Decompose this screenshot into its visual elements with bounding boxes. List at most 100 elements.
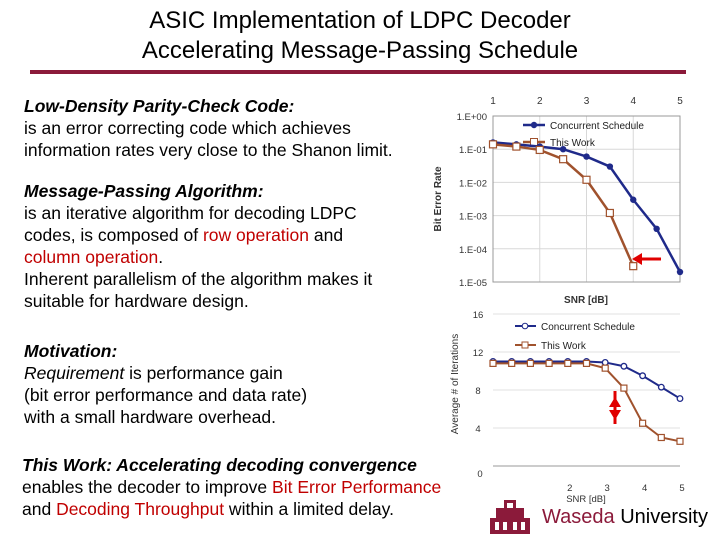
iterations-point [601,359,609,366]
iterations-point [638,419,647,427]
ber-point [653,225,660,233]
iterations-legend-marker [521,322,529,330]
university-name-waseda: Waseda [542,506,615,528]
iterations-point [508,359,516,367]
ber-x-tick-label: 2 [537,96,543,107]
iterations-point [526,359,535,367]
mpa-line-1: is an iterative algorithm for decoding L… [24,203,357,223]
iterations-series-line [493,360,681,400]
row-operation-text: row operation [202,225,310,245]
ber-point [512,142,521,151]
ber-y-ticks: 1.E+00 1.E-01 1.E-02 1.E-03 1.E-04 1.E-05 [457,112,487,289]
title-line-2: Accelerating Message-Passing Schedule [141,37,579,64]
iterations-point [639,372,647,380]
column-operation-text: column operation [24,247,159,267]
iterations-point [657,383,665,391]
iterations-point [582,359,591,367]
iterations-origin-label: 0 [477,469,482,480]
mpa-line-2a: codes, is composed of [24,225,203,245]
ber-y-tick-label: 1.E-04 [459,245,487,256]
thiswork-line-1: enables the decoder to improve Bit Error… [22,476,441,498]
ber-y-tick-label: 1.E-02 [459,178,487,189]
iterations-y-tick-label: 8 [475,386,480,397]
ber-point [583,153,590,160]
iterations-point [545,359,553,367]
motivation-line-2: (bit error performance and data rate) [24,385,308,405]
iterations-legend-label: Concurrent Schedule [541,322,635,333]
mpa-block: Message-Passing Algorithm: is an iterati… [24,180,372,312]
iterations-x-tick-label: 5 [679,483,684,494]
thiswork-block: This Work: Accelerating decoding converg… [22,454,441,520]
ber-y-tick-label: 1.E+00 [457,112,487,123]
title-divider [30,70,686,74]
ber-point [629,262,638,271]
iterations-series-line [493,362,681,443]
ber-x-tick-label: 3 [584,96,590,107]
ber-legend-marker [530,138,538,146]
university-name-university: University [614,506,708,528]
ber-point [535,145,544,155]
motivation-line-1b: is performance gain [124,363,283,383]
ber-point [676,268,684,276]
ber-point [605,208,614,218]
ber-point [559,155,568,164]
ber-legend-marker [530,121,538,129]
ldpc-block: Low-Density Parity-Check Code: is an err… [24,95,393,161]
iterations-y-tick-label: 4 [475,424,480,435]
ber-point [582,175,591,184]
ber-point [559,146,567,153]
ber-legend-label: This Work [550,138,596,149]
ber-y-tick-label: 1.E-05 [459,278,487,289]
mpa-line-3b: . [158,247,164,267]
university-name: Waseda University [542,506,708,529]
motivation-line-3: with a small hardware overhead. [24,407,276,427]
ldpc-line-1: is an error correcting code which achiev… [24,118,351,138]
iterations-point [657,433,665,442]
mpa-line-2: codes, is composed of row operation and [24,224,372,246]
mpa-line-3: column operation. [24,246,372,268]
ber-legend: Concurrent Schedule This Work [523,121,644,149]
title-line-1: ASIC Implementation of LDPC Decoder [149,7,571,34]
iterations-chart: 2 3 4 5 16 12 8 4 Average # of Iterations SNR … [450,310,685,505]
iterations-point [489,359,497,367]
iterations-y-ticks: 16 12 8 4 [473,310,484,435]
slide-title: ASIC Implementation of LDPC Decoder Acce… [0,6,720,66]
iterations-point [601,364,609,372]
iterations-x-axis-label: SNR [dB] [566,494,606,505]
iterations-x-ticks: 2 3 4 5 [567,483,684,494]
ber-chart: 1 2 3 4 5 1.E+00 1.E-01 1.E-02 1.E-03 1.E-04 1.E-… [433,96,684,306]
iterations-y-axis-label: Average # of Iterations [450,334,461,434]
iterations-y-tick-label: 16 [473,310,484,321]
waseda-seal-logo [490,500,530,534]
mpa-line-4: Inherent parallelism of the algorithm ma… [24,269,373,289]
iterations-legend-marker [521,341,529,349]
ber-point [488,140,498,149]
iterations-point [564,359,572,367]
iterations-y-tick-label: 12 [473,348,484,359]
ldpc-heading: Low-Density Parity-Check Code: [24,96,295,116]
iterations-point [620,362,628,370]
iterations-reduction-arrow [609,391,621,424]
decoding-throughput-text: Decoding Throughput [56,499,225,519]
requirement-text: Requirement [24,363,125,383]
iterations-legend-label: This Work [541,341,587,352]
mpa-line-2c: and [309,225,344,245]
thiswork-heading: This Work: Accelerating decoding converg… [22,455,417,475]
ldpc-line-2: information rates very close to the Shan… [24,140,393,160]
iterations-legend: Concurrent Schedule This Work [515,322,635,352]
ber-y-axis-label: Bit Error Rate [433,166,444,231]
ber-y-tick-label: 1.E-03 [459,212,487,223]
ber-y-tick-label: 1.E-01 [459,145,487,156]
iterations-point [620,384,628,392]
ber-x-tick-label: 1 [490,96,496,107]
iterations-x-tick-label: 2 [567,483,572,494]
mpa-heading: Message-Passing Algorithm: [24,181,264,201]
ber-series [488,139,684,276]
motivation-heading: Motivation: [24,341,118,361]
ber-x-tick-label: 4 [630,96,636,107]
mpa-line-5: suitable for hardware design. [24,291,249,311]
ber-point [630,196,637,203]
ber-legend-label: Concurrent Schedule [550,121,644,132]
ber-point [606,163,614,170]
ber-improvement-arrow [632,253,661,265]
